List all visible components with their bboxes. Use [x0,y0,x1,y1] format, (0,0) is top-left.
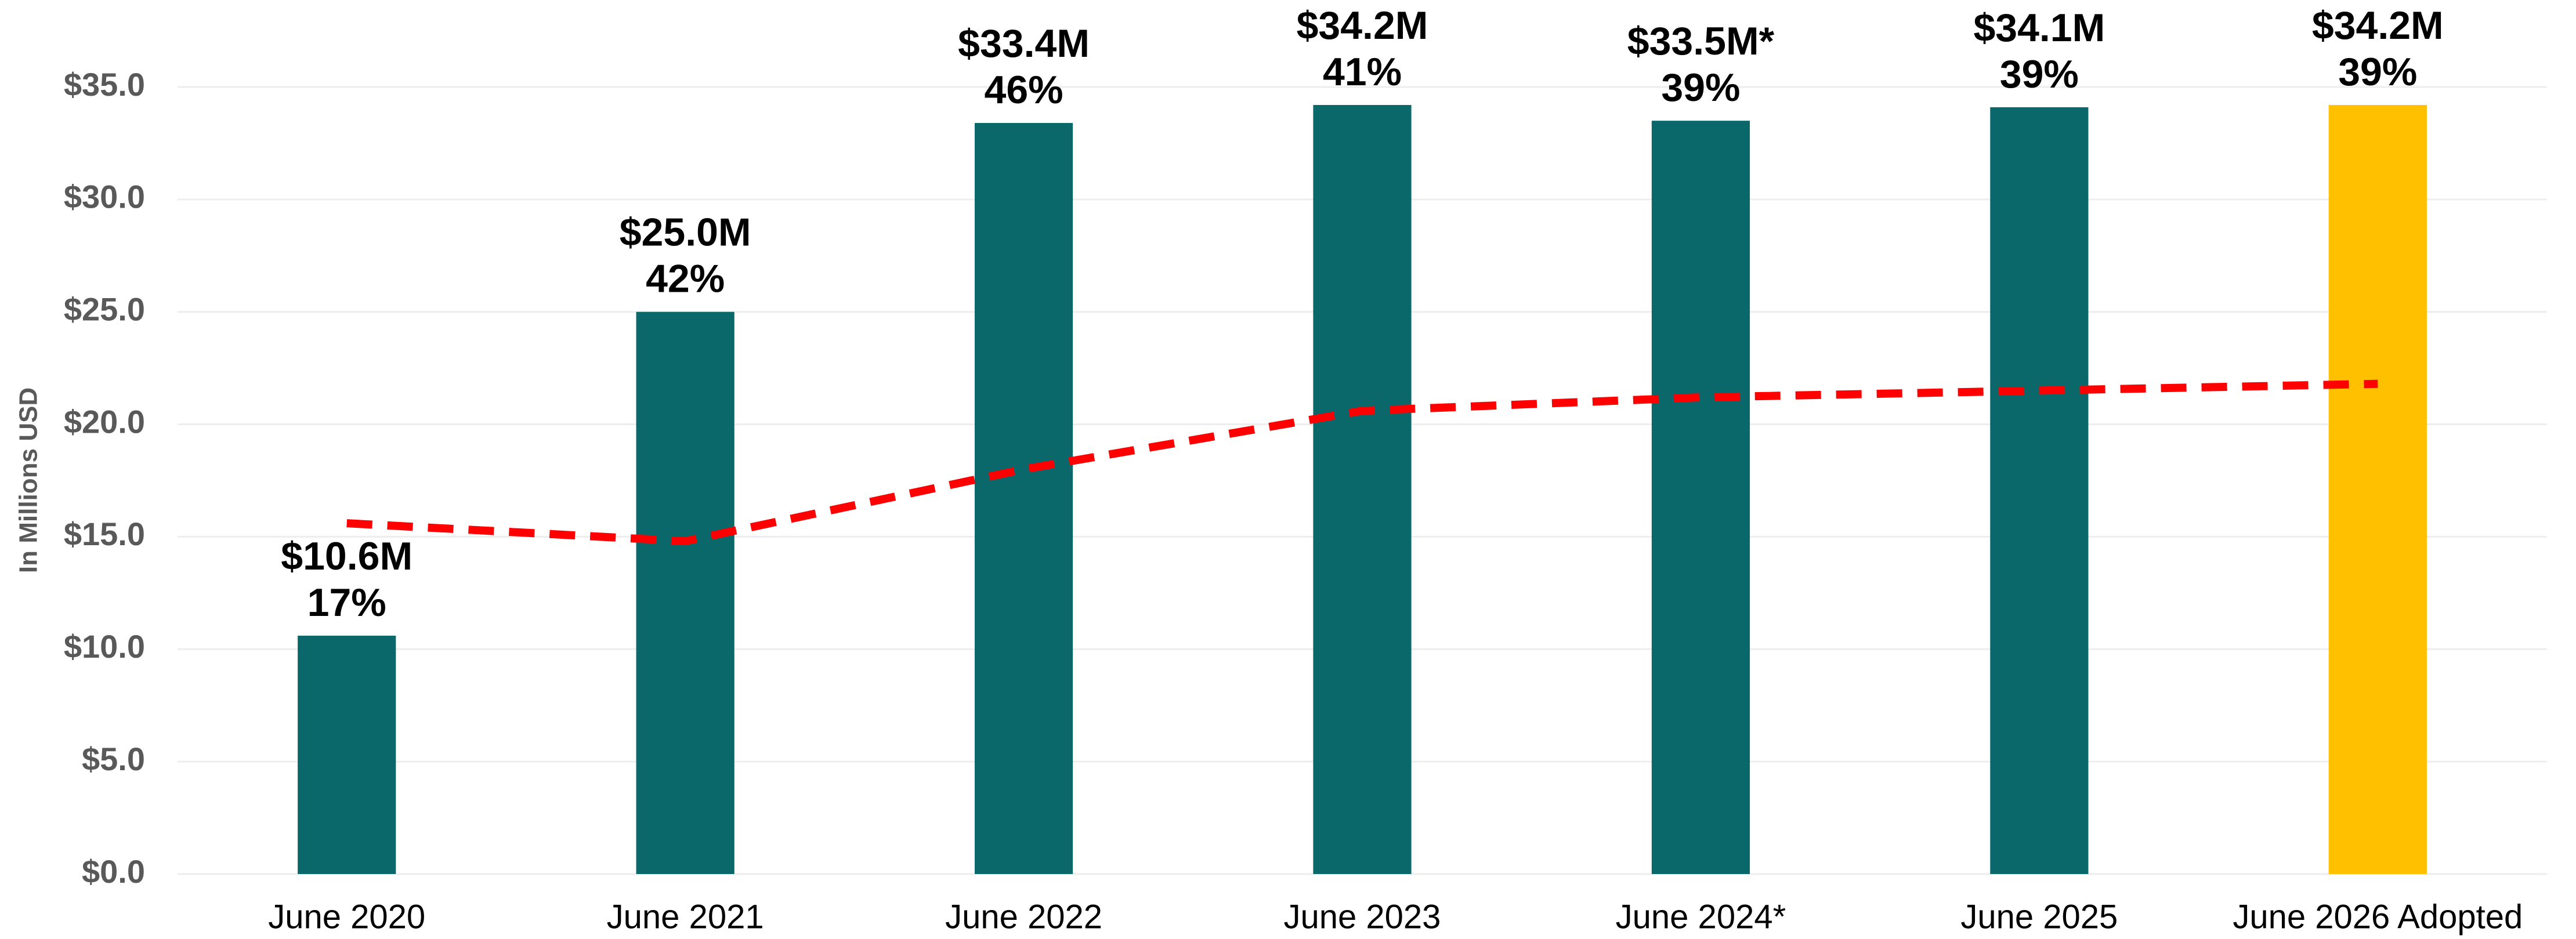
x-tick-label: June 2022 [945,898,1102,936]
y-tick-label: $30.0 [64,179,145,215]
bar [1651,121,1750,875]
y-tick-label: $10.0 [64,628,145,665]
bar-value-label: $25.0M [620,211,751,255]
y-tick-label: $15.0 [64,516,145,552]
bar-share-label: 42% [646,257,725,301]
y-tick-label: $20.0 [64,403,145,440]
bar [636,311,735,874]
bar [298,636,396,874]
bar [2328,105,2427,875]
y-tick-label: $0.0 [82,853,145,890]
y-tick-label: $5.0 [82,741,145,777]
x-tick-label: June 2021 [607,898,764,936]
bar-value-label: $33.4M [958,21,1090,66]
bar-share-label: 17% [307,581,386,625]
x-tick-label: June 2025 [1960,898,2118,936]
x-tick-label: June 2023 [1284,898,1441,936]
bar-share-label: 39% [1661,66,1740,110]
bar-share-label: 39% [2000,52,2079,96]
bar-value-label: $34.1M [1973,6,2105,50]
bar-share-label: 46% [985,68,1063,112]
bar-share-label: 39% [2338,50,2417,94]
bar [1313,105,1412,875]
x-tick-label: June 2024* [1616,898,1786,936]
bar-value-label: $33.5M* [1627,19,1775,63]
y-tick-label: $25.0 [64,291,145,328]
bar-value-label: $34.2M [1297,3,1428,48]
bar [974,123,1073,874]
bar-share-label: 41% [1323,50,1402,94]
x-tick-label: June 2020 [268,898,425,936]
bar [1990,107,2089,874]
y-tick-label: $35.0 [64,66,145,103]
trend-line [346,379,2378,546]
x-tick-label: June 2026 Adopted [2233,898,2523,936]
bar-value-label: $10.6M [281,534,413,578]
y-axis-title: In Millions USD [15,387,43,573]
bar-value-label: $34.2M [2312,3,2444,48]
